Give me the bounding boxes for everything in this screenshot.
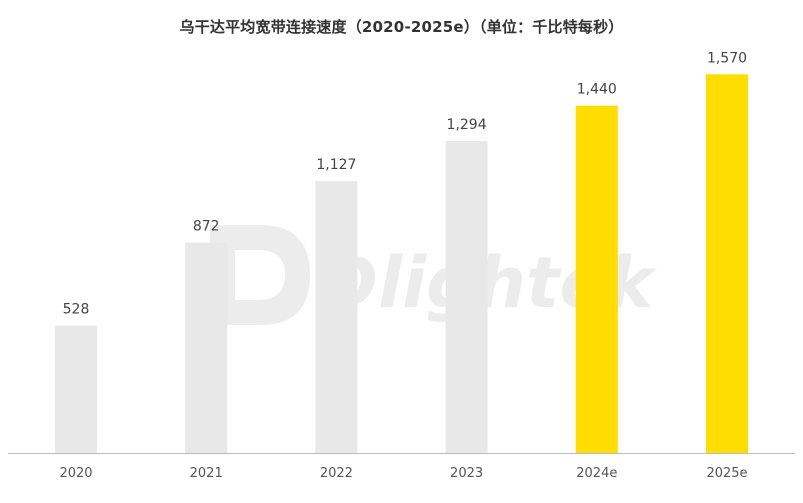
value-label-2023: 1,294	[447, 117, 487, 133]
bar-2025e	[706, 74, 748, 454]
chart-title: 乌干达平均宽带连接速度（2020-2025e）（单位：千比特每秒）	[179, 18, 624, 36]
watermark-d-icon	[210, 225, 310, 325]
tick-labels-group: 2020 2021 2022 2023 2024e 2025e	[59, 466, 747, 481]
value-label-2024e: 1,440	[577, 82, 617, 98]
value-labels-group: 528 872 1,127 1,294 1,440 1,570	[63, 50, 747, 317]
x-tick-label-2022: 2022	[320, 466, 353, 481]
x-tick-label-2023: 2023	[450, 466, 483, 481]
x-tick-label-2021: 2021	[190, 466, 223, 481]
bar-2022	[315, 181, 358, 453]
bar-2024e	[575, 105, 618, 453]
value-label-2022: 1,127	[316, 157, 356, 173]
bar-2021	[185, 242, 228, 453]
bar-2023	[445, 140, 488, 453]
x-tick-label-2020: 2020	[59, 466, 92, 481]
value-label-2020: 528	[63, 302, 90, 318]
x-tick-label-2024e: 2024e	[576, 466, 617, 481]
bar-2020	[55, 325, 97, 453]
x-tick-label-2025e: 2025e	[706, 466, 747, 481]
bars-group	[55, 74, 748, 454]
value-label-2021: 872	[193, 219, 220, 235]
value-label-2025e: 1,570	[707, 50, 747, 66]
